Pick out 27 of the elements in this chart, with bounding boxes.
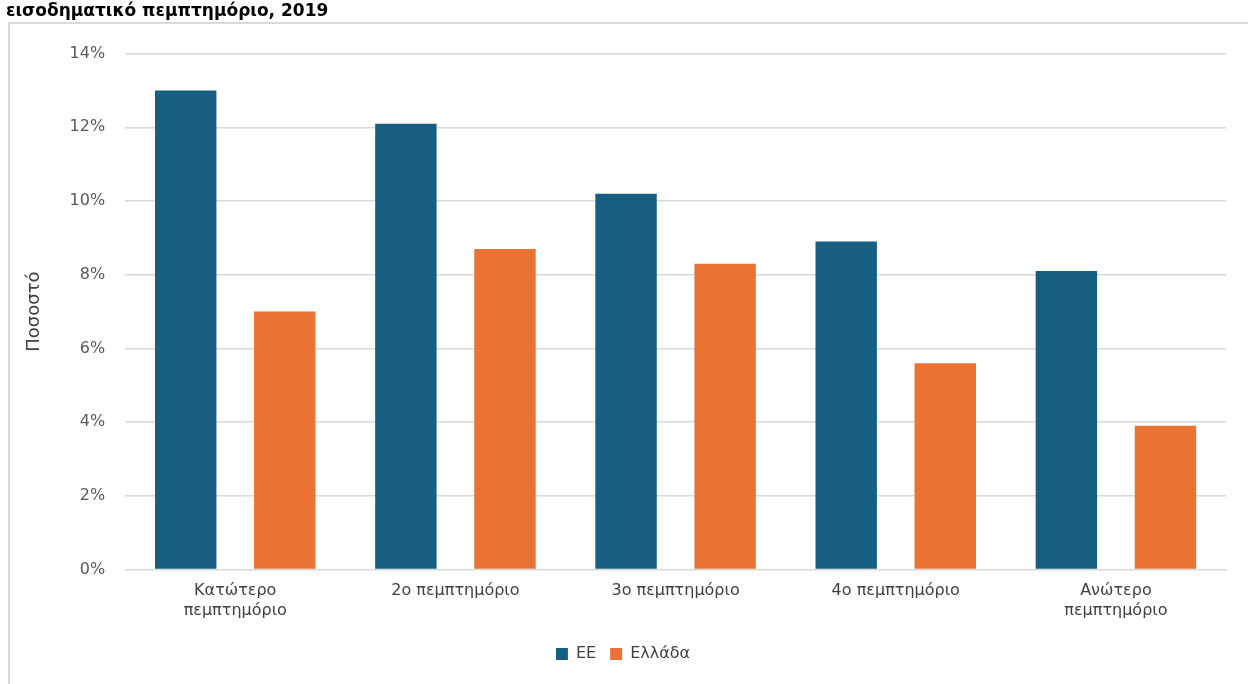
bar — [1035, 271, 1098, 569]
y-tick-label: 4% — [79, 411, 106, 431]
x-tick-label: 2ο πεμπτημόριο — [391, 580, 520, 600]
y-tick-label: 8% — [79, 263, 106, 283]
y-tick-label: 12% — [69, 116, 106, 136]
bar — [474, 248, 536, 569]
bar — [595, 193, 657, 569]
y-tick-label: 14% — [69, 42, 106, 62]
bar — [155, 90, 217, 569]
bar — [1134, 425, 1197, 569]
legend-label: ΕΕ — [575, 643, 597, 663]
legend-label: Ελλάδα — [630, 643, 691, 663]
y-tick-label: 0% — [79, 558, 106, 578]
bar — [375, 123, 437, 569]
chart-title: εισοδηματικό πεμπτημόριο, 2019 — [6, 0, 329, 20]
y-axis-title: Ποσοστό — [22, 271, 44, 352]
y-tick-label: 6% — [79, 337, 106, 357]
y-tick-label: 2% — [79, 485, 106, 505]
bar — [694, 263, 756, 569]
x-tick-label: 4ο πεμπτημόριο — [831, 580, 960, 600]
x-tick-label: Ανώτερο πεμπτημόριο — [1064, 580, 1168, 619]
bar — [254, 311, 316, 569]
x-tick-label: Κατώτερο πεμπτημόριο — [183, 580, 287, 619]
bar — [815, 241, 877, 569]
bar — [914, 363, 976, 569]
x-tick-label: 3ο πεμπτημόριο — [611, 580, 740, 600]
y-tick-label: 10% — [69, 190, 106, 210]
